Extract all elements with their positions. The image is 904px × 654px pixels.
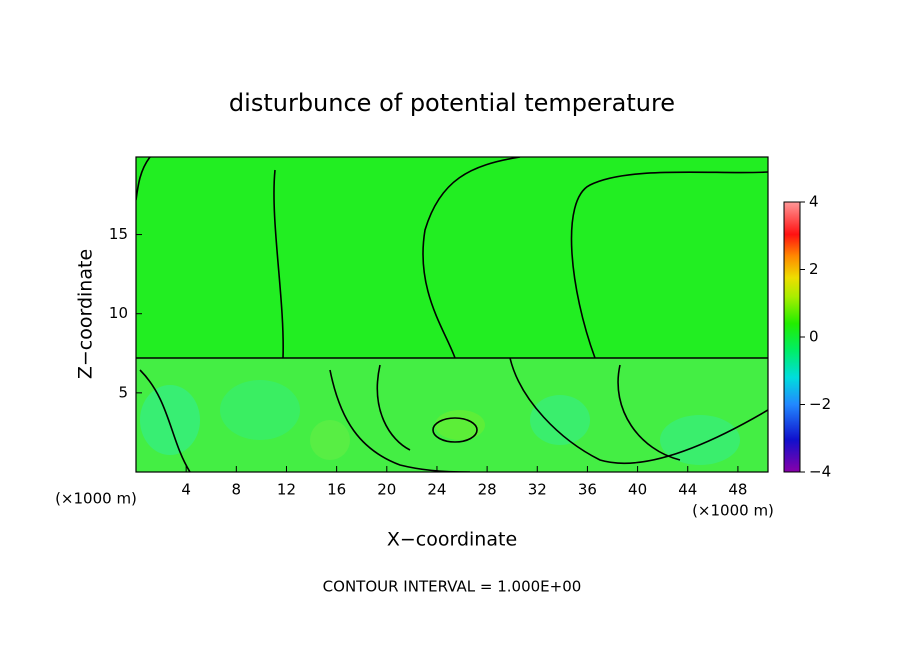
colorbar-tick-label: 0 <box>809 328 819 346</box>
chart-title: disturbunce of potential temperature <box>229 89 675 117</box>
colorbar-tick-label: −2 <box>809 395 831 413</box>
colorbar-tick-label: 2 <box>809 260 819 278</box>
x-axis-label: X−coordinate <box>387 529 517 551</box>
field <box>136 157 768 472</box>
x-tick-label: 24 <box>427 481 446 499</box>
x-tick-label: 12 <box>277 481 296 499</box>
y-tick-label: 10 <box>109 304 128 322</box>
x-unit-label: (×1000 m) <box>692 502 774 520</box>
x-tick-label: 20 <box>377 481 396 499</box>
y-unit-label: (×1000 m) <box>55 490 137 508</box>
plot-frame <box>135 156 769 473</box>
annotation: CONTOUR INTERVAL = 1.000E+00 <box>323 578 582 596</box>
x-tick-label: 48 <box>728 481 747 499</box>
x-tick-label: 8 <box>232 481 242 499</box>
colorbar-tick-label: −4 <box>809 463 831 481</box>
y-tick-label: 15 <box>109 225 128 243</box>
y-tick-label: 5 <box>118 383 128 401</box>
x-tick-label: 28 <box>478 481 497 499</box>
x-tick-label: 32 <box>528 481 547 499</box>
x-tick-label: 44 <box>678 481 697 499</box>
colorbar-tick-label: 4 <box>809 193 819 211</box>
x-tick-label: 16 <box>327 481 346 499</box>
x-tick-label: 36 <box>578 481 597 499</box>
y-axis-label: Z−coordinate <box>75 249 97 379</box>
x-tick-label: 40 <box>628 481 647 499</box>
colorbar <box>783 201 801 473</box>
x-tick-label: 4 <box>181 481 191 499</box>
